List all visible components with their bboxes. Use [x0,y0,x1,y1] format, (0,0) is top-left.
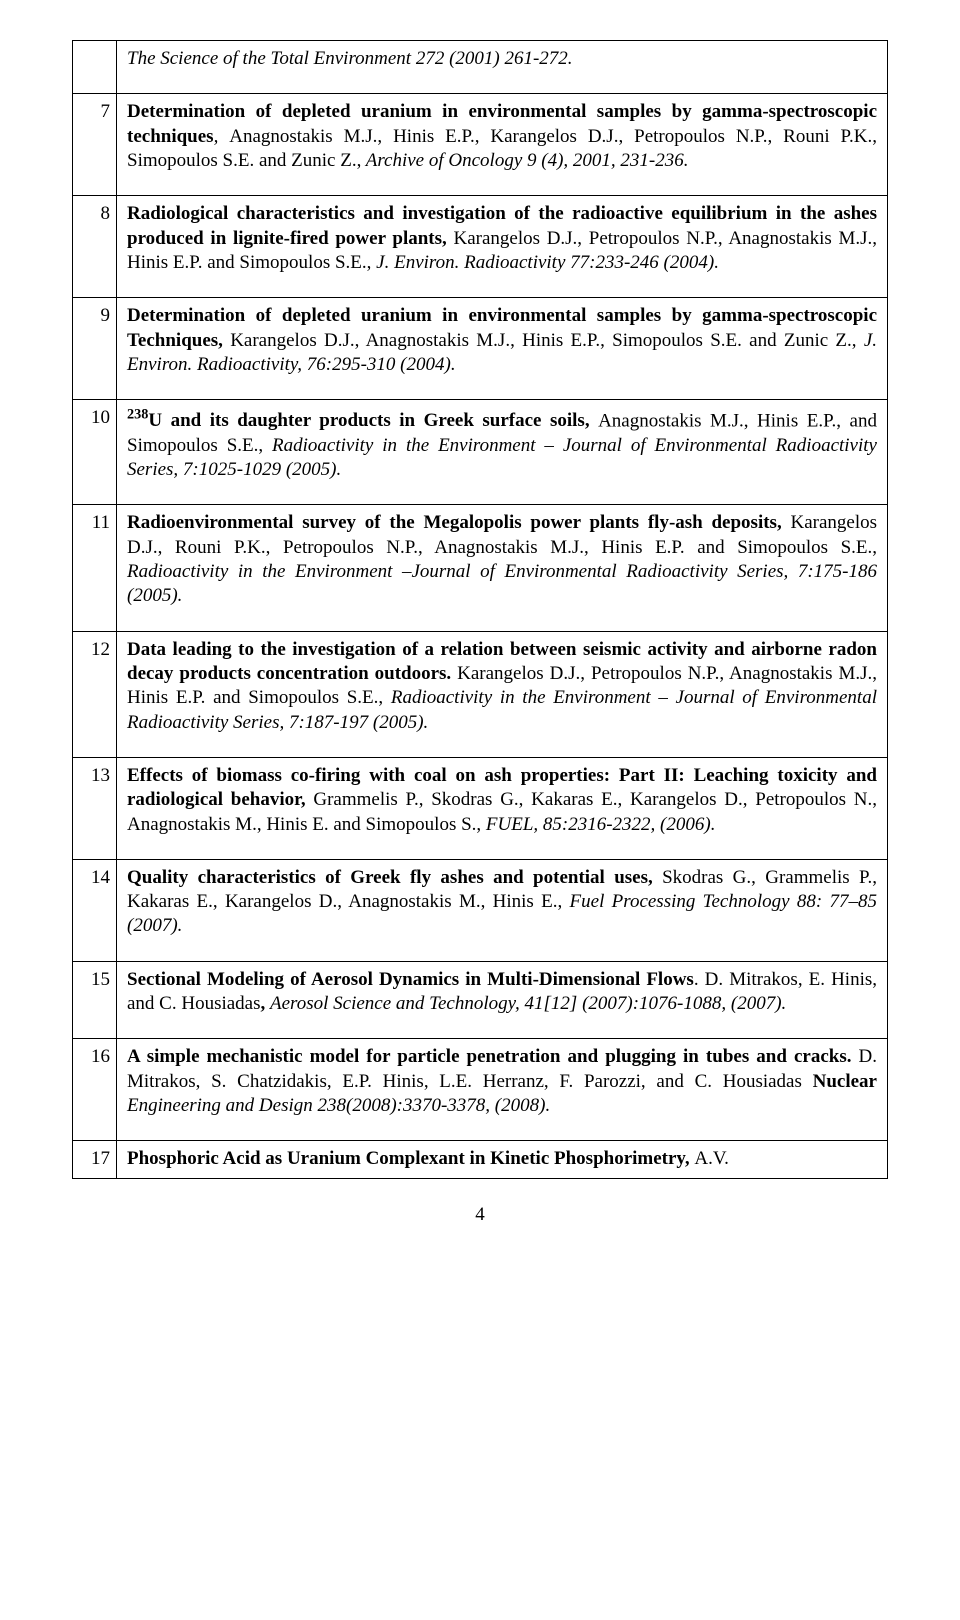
ref-number: 15 [73,961,117,1039]
ref-span: FUEL, 85:2316-2322, (2006). [481,814,715,835]
ref-span: Nuclear [813,1071,877,1092]
ref-span: 238U and its daughter products in Greek … [127,410,598,431]
ref-text: Determination of depleted uranium in env… [117,94,888,196]
ref-text: Sectional Modeling of Aerosol Dynamics i… [117,961,888,1039]
ref-text: Radiological characteristics and investi… [117,196,888,298]
ref-span: , [261,993,271,1014]
ref-span: Phosphoric Acid as Uranium Complexant in… [127,1148,694,1169]
ref-span: Engineering and Design 238(2008):3370-33… [127,1095,550,1116]
table-row: 12Data leading to the investigation of a… [73,631,888,757]
ref-span: A simple mechanistic model for particle … [127,1046,859,1067]
ref-number: 10 [73,400,117,505]
references-table: The Science of the Total Environment 272… [72,40,888,1179]
ref-span: Aerosol Science and Technology, 41[12] (… [270,993,786,1014]
ref-span: , [214,126,230,147]
ref-span: The Science of the Total Environment 272… [127,48,573,69]
table-row: 13Effects of biomass co-firing with coal… [73,757,888,859]
ref-text: Quality characteristics of Greek fly ash… [117,859,888,961]
table-row: 15 Sectional Modeling of Aerosol Dynamics… [73,961,888,1039]
ref-text: Radioenvironmental survey of the Megalop… [117,505,888,631]
ref-text: Phosphoric Acid as Uranium Complexant in… [117,1141,888,1178]
ref-span: Karangelos D.J., Anagnostakis M.J., Hini… [230,330,864,351]
table-row: 16 A simple mechanistic model for particl… [73,1039,888,1141]
page-number: 4 [72,1203,888,1227]
ref-text: Effects of biomass co-firing with coal o… [117,757,888,859]
ref-span: Radioactivity in the Environment –Journa… [127,561,877,606]
table-row: 8Radiological characteristics and invest… [73,196,888,298]
ref-text: Data leading to the investigation of a r… [117,631,888,757]
ref-span: Radioenvironmental survey of the Megalop… [127,512,790,533]
table-row: 11 Radioenvironmental survey of the Megal… [73,505,888,631]
ref-span: Sectional Modeling of Aerosol Dynamics i… [127,969,694,990]
ref-number: 12 [73,631,117,757]
table-row: 7Determination of depleted uranium in en… [73,94,888,196]
ref-number: 13 [73,757,117,859]
ref-number: 11 [73,505,117,631]
table-row: 10 238U and its daughter products in Gree… [73,400,888,505]
ref-text: Determination of depleted uranium in env… [117,298,888,400]
table-row: 14 Quality characteristics of Greek fly a… [73,859,888,961]
ref-text: A simple mechanistic model for particle … [117,1039,888,1141]
table-row: The Science of the Total Environment 272… [73,41,888,94]
table-row: 9Determination of depleted uranium in en… [73,298,888,400]
ref-text: 238U and its daughter products in Greek … [117,400,888,505]
ref-text: The Science of the Total Environment 272… [117,41,888,94]
ref-span: J. Environ. Radioactivity 77:233-246 (20… [376,252,719,273]
table-row: 17 Phosphoric Acid as Uranium Complexant … [73,1141,888,1178]
ref-span: A.V. [694,1148,729,1169]
ref-number [73,41,117,94]
ref-number: 14 [73,859,117,961]
ref-number: 7 [73,94,117,196]
ref-span: Archive of Oncology 9 (4), 2001, 231-236… [361,150,688,171]
ref-number: 17 [73,1141,117,1178]
ref-number: 16 [73,1039,117,1141]
ref-number: 8 [73,196,117,298]
ref-number: 9 [73,298,117,400]
ref-span: Quality characteristics of Greek fly ash… [127,867,662,888]
